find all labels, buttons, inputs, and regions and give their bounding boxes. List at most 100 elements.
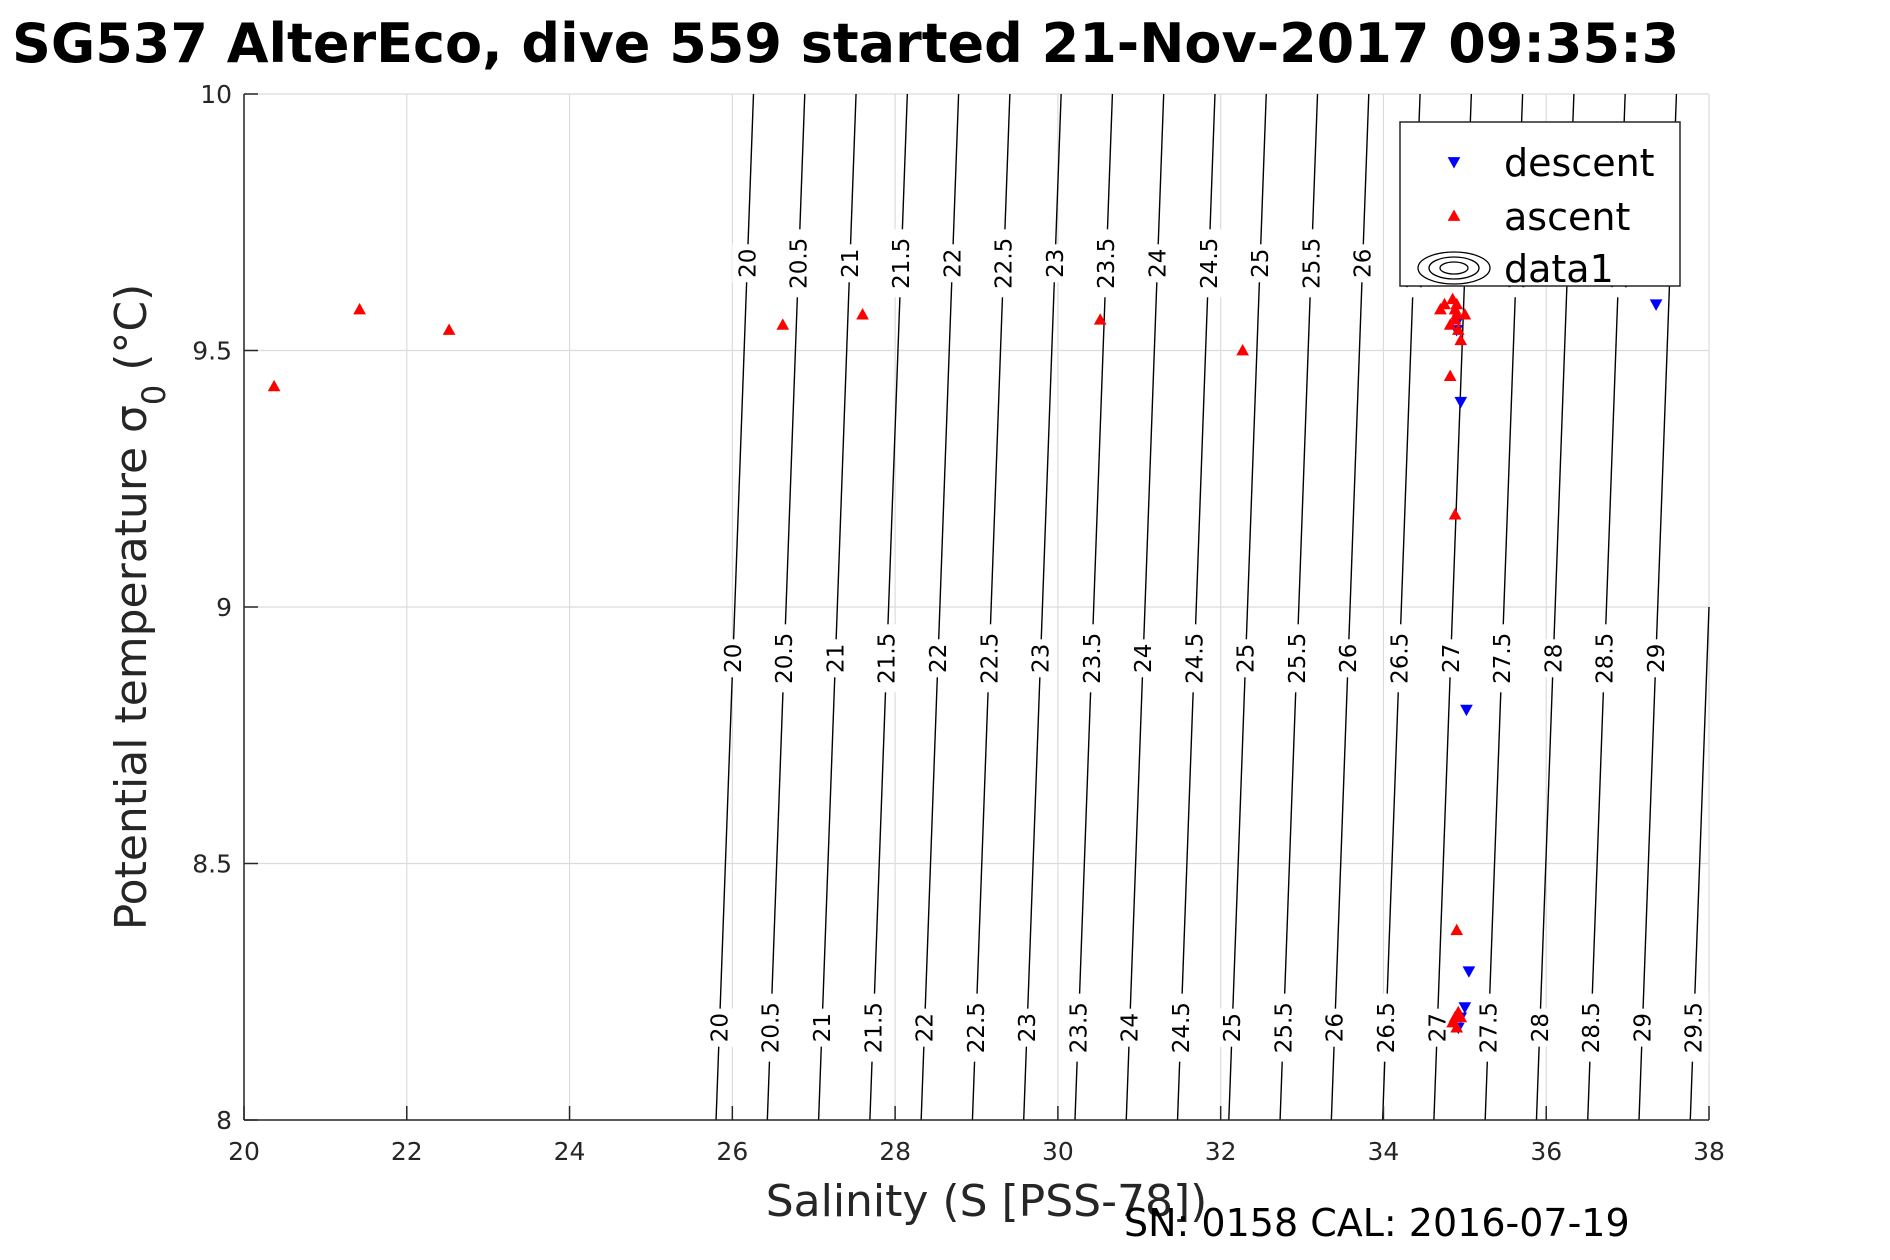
ascent-point xyxy=(1443,369,1457,382)
contour-label: 25.5 xyxy=(1285,633,1311,684)
ascent-point xyxy=(1093,313,1107,325)
contour-label: 23.5 xyxy=(1080,633,1106,684)
contour-label: 25 xyxy=(1234,644,1260,673)
contour-label-bg xyxy=(732,244,763,283)
contour-label-bg xyxy=(755,993,786,1062)
contour-label-bg xyxy=(886,229,917,298)
ascent-point xyxy=(1450,1021,1464,1033)
contour-label-bg xyxy=(834,244,865,283)
contour-label: 21 xyxy=(838,249,864,278)
contour-label: 20 xyxy=(735,249,761,278)
chart-title: SG537 AlterEco, dive 559 started 21-Nov-… xyxy=(12,12,1679,75)
legend-box xyxy=(1399,121,1681,287)
legend-data1-label: data1 xyxy=(1504,247,1614,291)
contour-label: 25 xyxy=(1220,1013,1246,1042)
contour-label-bg xyxy=(1142,244,1173,283)
data-points xyxy=(267,292,1663,1035)
y-tick-label: 9 xyxy=(216,593,232,622)
ascent-point xyxy=(1451,323,1465,335)
contour-label-bg xyxy=(1268,993,1299,1062)
contour-label: 20.5 xyxy=(772,633,798,684)
contour-label: 21.5 xyxy=(861,1002,887,1053)
contour-label: 24 xyxy=(1131,644,1157,673)
contour-label: 29.5 xyxy=(1682,1002,1708,1053)
x-axis-label: Salinity (S [PSS-78]) xyxy=(766,1176,1208,1227)
contour-label: 23 xyxy=(1015,1013,1041,1042)
contour-label-bg xyxy=(937,244,968,283)
contour-label-bg xyxy=(1347,244,1378,283)
contour-label: 26 xyxy=(1351,249,1377,278)
x-tick-label: 38 xyxy=(1693,1137,1725,1166)
contour-label-bg xyxy=(988,229,1019,298)
contour-label-bg xyxy=(974,624,1005,693)
density-contours: 20 20 20 20.5 20.5 20.5 21 21 21 21.5 21.5 21.5 22 22… xyxy=(704,93,1710,1121)
contour-label: 28.5 xyxy=(1579,1002,1605,1053)
contour-label: 22.5 xyxy=(992,238,1018,289)
contour-label-bg xyxy=(1128,639,1159,678)
y-tick-label: 8 xyxy=(216,1106,232,1135)
contour-label-bg xyxy=(1473,993,1504,1062)
contour-label-bg xyxy=(858,993,889,1062)
contour-label-bg xyxy=(1063,993,1094,1062)
contour-label: 21.5 xyxy=(875,633,901,684)
contour-label-bg xyxy=(1179,624,1210,693)
legend-contour-icon xyxy=(1428,256,1480,280)
x-tick-label: 20 xyxy=(228,1137,260,1166)
legend-descent-marker xyxy=(1447,157,1461,169)
contour-label: 23.5 xyxy=(1066,1002,1092,1053)
ascent-point xyxy=(442,323,456,335)
contour-label-bg xyxy=(1371,993,1401,1062)
contour-label-bg xyxy=(1025,639,1056,678)
contour-label-bg xyxy=(909,1008,940,1047)
x-tick-label: 22 xyxy=(391,1137,423,1166)
contour-label-bg xyxy=(1333,639,1364,678)
contour-label: 21.5 xyxy=(889,238,915,289)
contour-label: 22 xyxy=(913,1013,939,1042)
contour-label-bg xyxy=(1435,639,1466,678)
contour-label: 29 xyxy=(1644,644,1670,673)
axes: 20 22 24 26 28 30 32 34 36 38 8 8.5 9 9.5 10 Salinity (… xyxy=(106,80,1725,1227)
ascent-point xyxy=(1454,333,1468,346)
contour-label-bg xyxy=(1319,1008,1350,1047)
ascent-point xyxy=(1236,343,1249,356)
contour-label: 27.5 xyxy=(1477,1002,1503,1053)
contour-label-bg xyxy=(871,624,902,693)
contour-label: 21 xyxy=(810,1013,836,1042)
contour-label: 22 xyxy=(940,249,966,278)
contour-label: 26 xyxy=(1323,1013,1349,1042)
contour-label: 22.5 xyxy=(964,1002,990,1053)
legend-descent-label: descent xyxy=(1504,141,1655,185)
contour-label: 20 xyxy=(707,1013,733,1042)
contour-label: 20.5 xyxy=(787,238,813,289)
contour-label: 21 xyxy=(823,644,849,673)
contour-label: 29 xyxy=(1630,1013,1656,1042)
contour-label: 28 xyxy=(1528,1013,1554,1042)
contour-label: 26.5 xyxy=(1387,633,1413,684)
contour-label: 24 xyxy=(1118,1013,1144,1042)
contour-label-bg xyxy=(783,229,814,298)
contour-label: 20 xyxy=(721,644,747,673)
contour-label-bg xyxy=(1538,639,1569,678)
descent-point xyxy=(1649,299,1663,311)
contour-label: 23 xyxy=(1043,249,1069,278)
legend-contour-icon xyxy=(1439,261,1469,275)
x-tick-label: 24 xyxy=(554,1137,586,1166)
contour-label-bg xyxy=(806,1008,837,1047)
contour-label-bg xyxy=(1678,993,1709,1062)
contour-label: 23.5 xyxy=(1094,238,1120,289)
descent-point xyxy=(1454,396,1468,409)
contour-label: 22 xyxy=(926,644,952,673)
y-tick-label: 8.5 xyxy=(192,850,232,879)
contour-label-bg xyxy=(1589,624,1620,693)
contour-label: 25.5 xyxy=(1271,1002,1297,1053)
contour-label: 25.5 xyxy=(1299,238,1325,289)
contour-label-bg xyxy=(717,639,748,678)
contour-label-bg xyxy=(1165,993,1196,1062)
contour-label-bg xyxy=(1640,639,1671,678)
contour-label-bg xyxy=(820,639,851,678)
legend-ascent-marker xyxy=(1447,209,1461,221)
x-tick-label: 32 xyxy=(1205,1137,1237,1166)
contour-label-bg xyxy=(1487,624,1518,693)
y-tick-label: 10 xyxy=(200,80,232,109)
